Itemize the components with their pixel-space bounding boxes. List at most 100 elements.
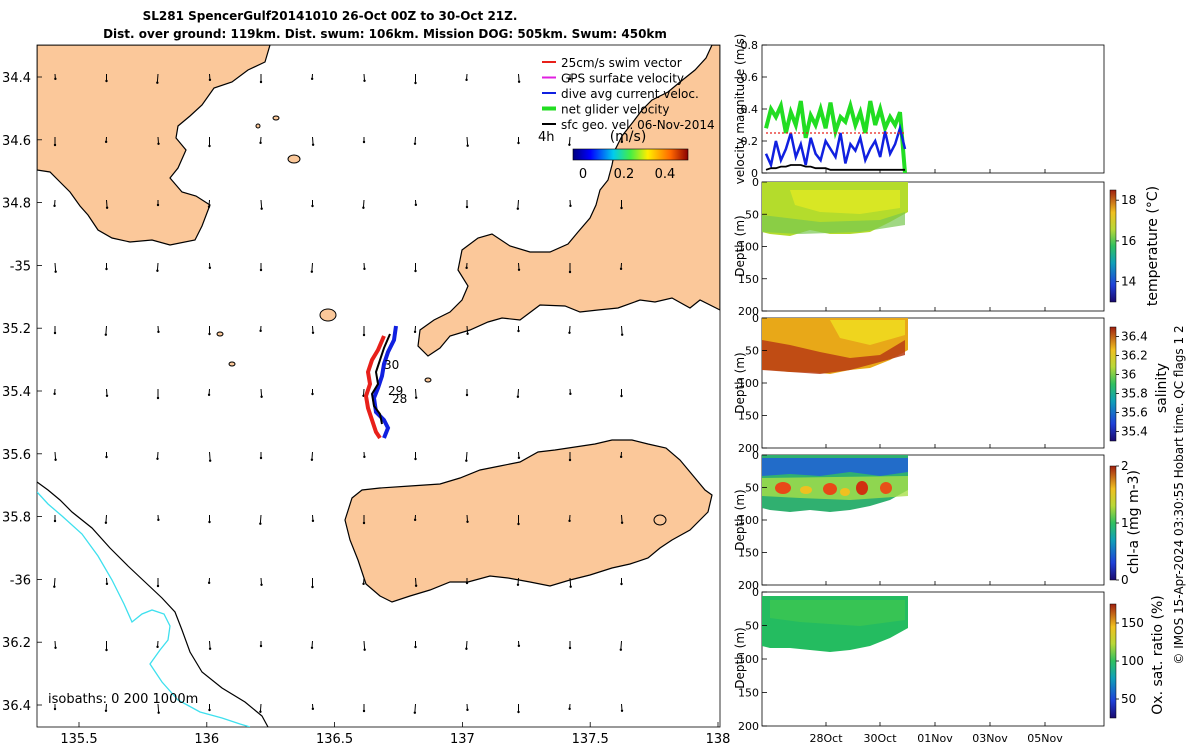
map-y-tick-label: 34.6 (2, 134, 31, 149)
land-fleurieu-peninsula (417, 45, 720, 357)
velocity-arrow-head (517, 644, 521, 648)
velocity-arrow-head (414, 81, 417, 85)
depth-tick-label: 0 (752, 449, 759, 462)
velocity-arrow-head (207, 393, 211, 397)
track-sfc-geo (370, 333, 391, 425)
velocity-arrow-head (310, 646, 314, 649)
depth-tick-label: 100 (738, 514, 759, 527)
velocity-arrow-head (517, 268, 521, 271)
track-label-29: 29 (388, 384, 403, 398)
velocity-y-tick-label: 0 (751, 167, 758, 180)
salinity-panel: salinity Depth (m) (733, 317, 1170, 449)
velocity-arrow-head (466, 708, 469, 712)
velocity-arrow (105, 514, 107, 523)
salinity-colorbar (1109, 326, 1117, 442)
velocity-arrow-head (260, 207, 263, 210)
oxygen-colorbar (1109, 603, 1117, 719)
land-yorke-peninsula (37, 45, 271, 246)
oxygen-cbar-label: Ox. sat. ratio (%) (1150, 595, 1166, 714)
velocity-arrow (569, 577, 572, 587)
velocity-arrow-head (105, 394, 109, 397)
velocity-arrow-head (54, 77, 57, 81)
velocity-arrow-head (517, 522, 520, 526)
velocity-arrow-head (311, 519, 315, 523)
velocity-arrow (54, 451, 57, 460)
velocity-arrow-head (310, 458, 314, 461)
velocity-arrow (157, 703, 160, 713)
velocity-arrow-head (414, 396, 418, 399)
depth-tick-label: 50 (745, 620, 759, 633)
velocity-arrow-head (105, 648, 108, 652)
velocity-arrow-head (362, 140, 366, 144)
velocity-arrow-head (260, 395, 263, 398)
velocity-arrow (465, 451, 468, 461)
colorbar-tick-label: 100 (1121, 654, 1144, 668)
colorbar-tick-label: 35.4 (1121, 425, 1148, 439)
velocity-arrow (53, 577, 56, 587)
map-y-tick-label: 35.8 (2, 511, 31, 526)
salinity-ylabel: Depth (m) (733, 352, 747, 413)
velocity-arrow-head (208, 647, 212, 650)
map-y-tick-label: 35.4 (2, 385, 31, 400)
velocity-arrow-head (54, 270, 57, 273)
title-line-1: SL281 SpencerGulf20141010 26-Oct 00Z to … (143, 9, 518, 23)
velocity-arrow-head (568, 331, 571, 334)
velocity-arrow-head (569, 204, 572, 208)
map-x-tick-label: 137 (450, 732, 475, 747)
small-islands (216, 115, 667, 526)
velocity-arrow-head (619, 648, 623, 651)
velocity-arrow-head (413, 330, 417, 334)
velocity-arrow-head (362, 206, 365, 209)
velocity-arrow-head (465, 205, 469, 209)
velocity-arrow-head (466, 144, 469, 147)
map-y-tick-label: -36 (10, 573, 31, 588)
velocity-arrow (106, 199, 108, 208)
depth-tick-label: 200 (738, 579, 759, 592)
legend-scale-label: 4h (538, 130, 555, 145)
velocity-arrow-head (157, 330, 160, 334)
velocity-arrow-head (157, 711, 160, 714)
velocity-y-tick-label: 0.6 (741, 71, 759, 84)
velocity-arrow-head (620, 709, 624, 712)
map-y-tick-label: 35.2 (2, 322, 31, 337)
depth-tick-label: 150 (738, 687, 759, 700)
velocity-y-tick-label: 0.8 (741, 39, 759, 52)
velocity-arrow-head (208, 144, 211, 148)
velocity-series-1 (764, 123, 907, 170)
depth-tick-label: 150 (738, 273, 759, 286)
colorbar-tick-label: 35.8 (1121, 387, 1148, 401)
velocity-arrow-head (568, 143, 571, 146)
velocity-arrow-head (414, 269, 417, 273)
velocity-arrow-head (363, 79, 366, 82)
velocity-arrow-head (620, 333, 624, 336)
velocity-arrow-head (259, 141, 262, 145)
map-y-tick-label: 34.4 (2, 71, 31, 86)
velocity-arrow-head (208, 266, 212, 270)
velocity-arrow-head (311, 585, 314, 589)
velocity-arrow-head (310, 270, 314, 273)
temperature-panel: temperature (°C) Depth (m) (733, 181, 1161, 312)
colorbar-tick-label: 150 (1121, 616, 1144, 630)
velocity-arrow-head (363, 648, 366, 651)
velocity-arrow (156, 73, 159, 83)
velocity-arrow-head (208, 459, 212, 462)
velocity-arrow-head (465, 647, 468, 650)
colorbar-tick-0: 0 (579, 167, 587, 182)
depth-tick-label: 0 (752, 312, 759, 325)
time-tick-label: 05Nov (1027, 732, 1063, 745)
track-swim-vector (363, 335, 386, 440)
velocity-arrow-head (259, 644, 263, 648)
title-line-2: Dist. over ground: 119km. Dist. swum: 10… (103, 27, 667, 41)
velocity-arrow-head (156, 269, 159, 272)
velocity-arrow-head (207, 205, 211, 208)
velocity-arrow-head (466, 520, 469, 523)
velocity-arrow-head (517, 456, 521, 460)
velocity-arrow-head (105, 79, 108, 83)
depth-tick-label: 50 (745, 345, 759, 358)
chla-ylabel: Depth (m) (733, 489, 747, 550)
velocity-arrow-head (156, 396, 160, 400)
chla-colorbar (1109, 465, 1117, 581)
velocity-arrow-head (156, 457, 159, 460)
map-x-tick-label: 137.5 (572, 732, 609, 747)
velocity-arrow-head (104, 140, 108, 144)
